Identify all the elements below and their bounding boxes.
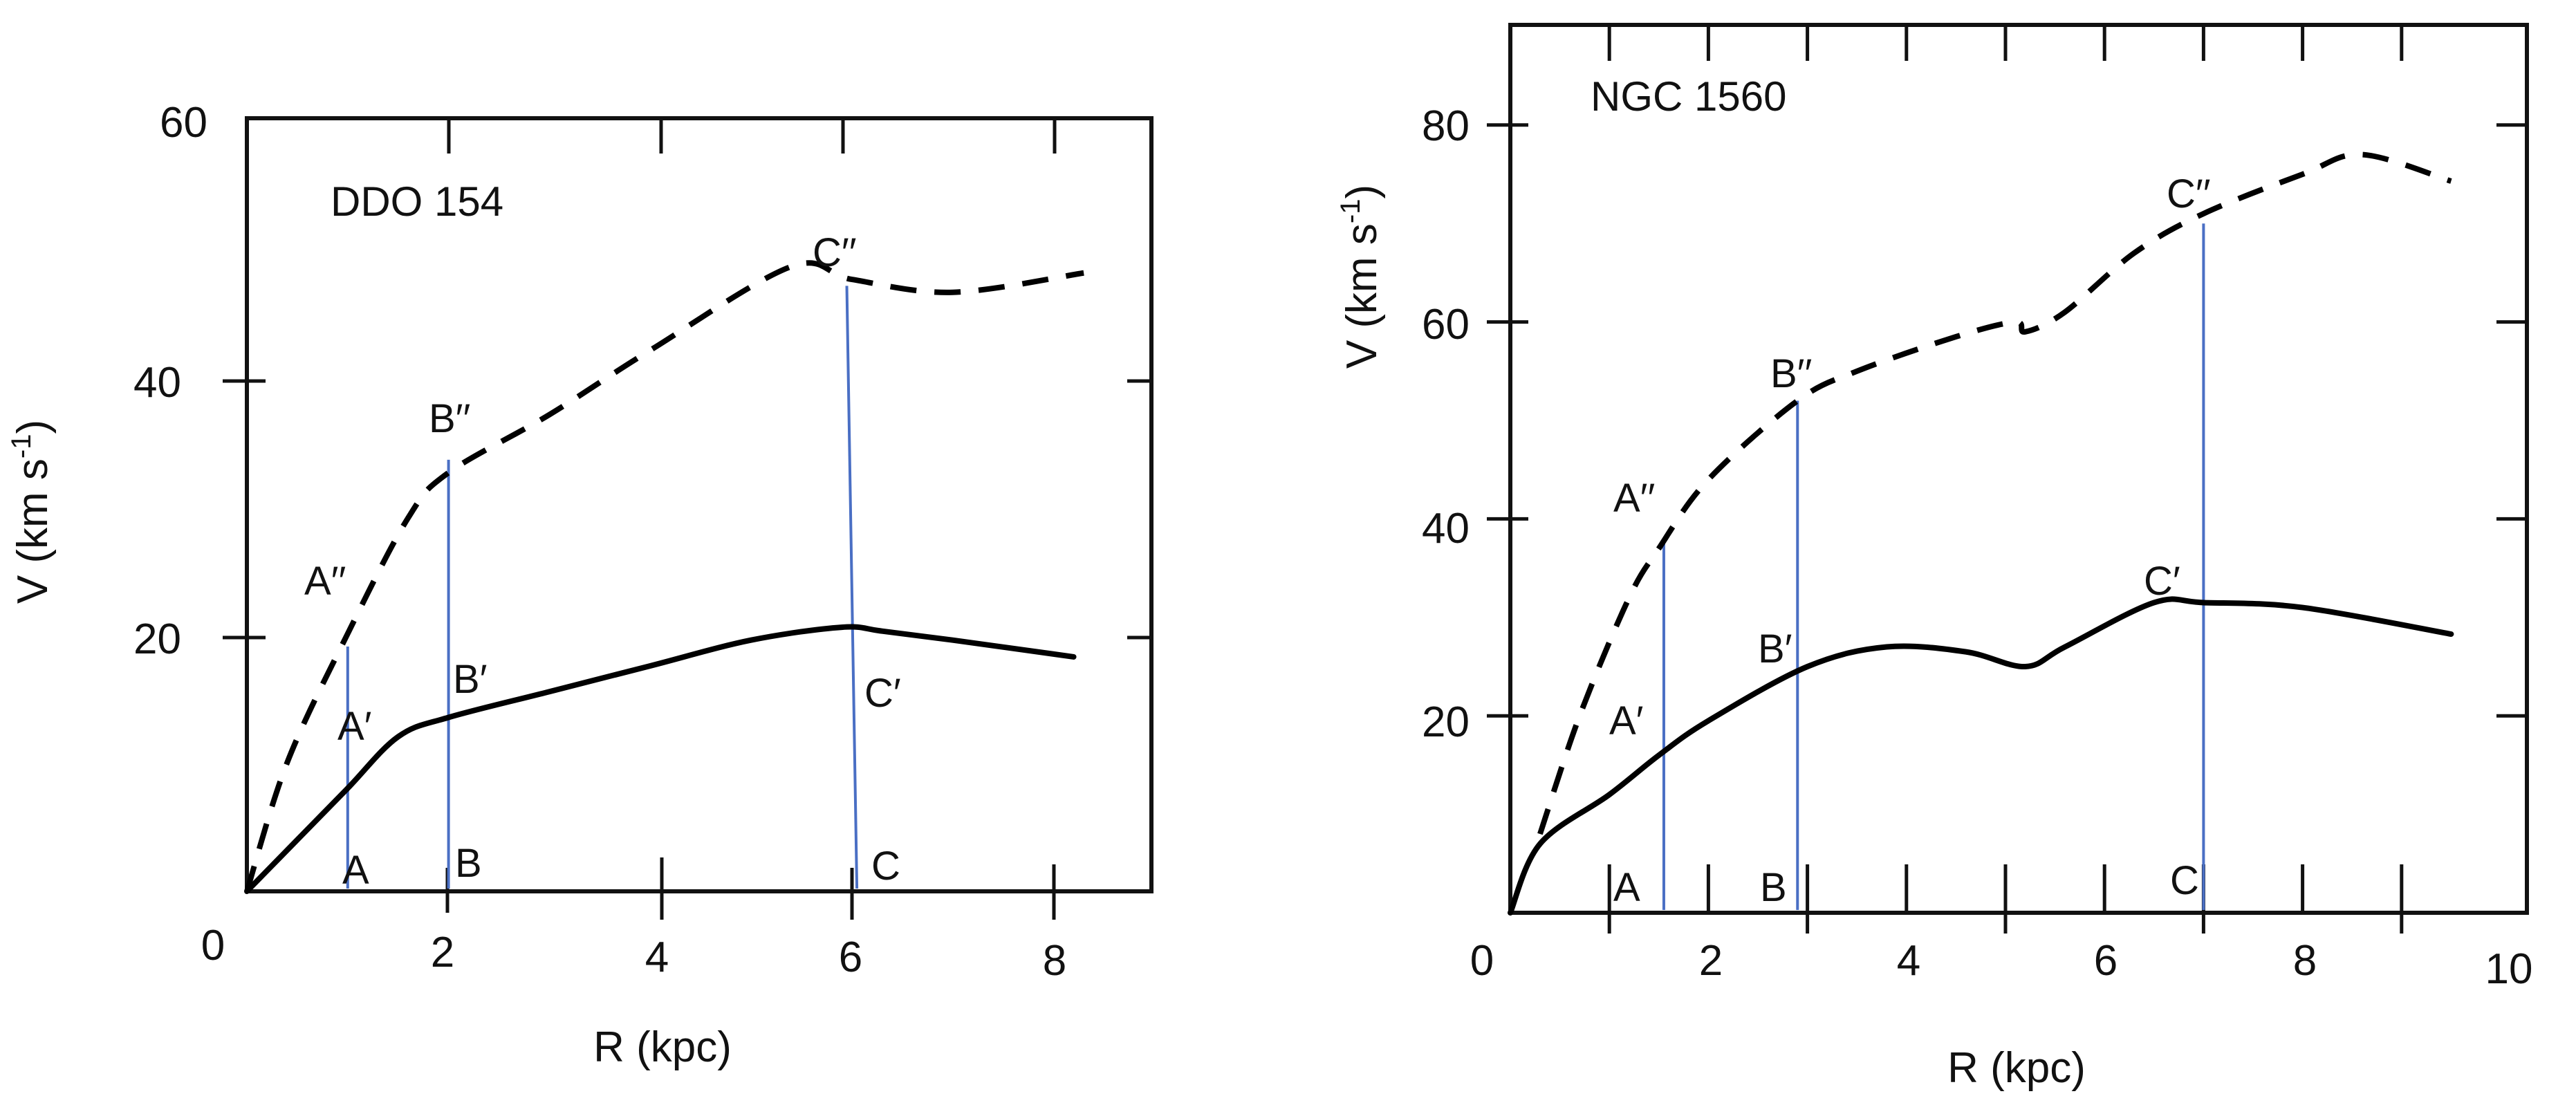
y-tick-label-20: 20: [133, 615, 181, 663]
marker-line-C: [845, 286, 859, 889]
label-C: C: [871, 844, 900, 889]
x-tick-label-4: 4: [1897, 937, 1920, 985]
x-tick-label-4: 4: [645, 934, 669, 981]
label-B-double-prime: B′′: [1770, 351, 1812, 396]
y-axis-title: V (km s-1): [6, 420, 57, 604]
origin-label: 0: [201, 922, 225, 969]
x-tick-label-6: 6: [839, 934, 862, 981]
axis-ticks: [1487, 25, 2527, 934]
label-A: A: [342, 848, 369, 893]
label-A-prime: A′: [1609, 698, 1644, 743]
plot-frame: [245, 116, 1153, 893]
label-B: B: [1760, 865, 1787, 910]
label-B-double-prime: B′′: [429, 396, 470, 441]
solid-curve: [1508, 596, 2454, 916]
y-tick-label-60: 60: [1422, 301, 1470, 349]
marker-lines: [346, 286, 859, 889]
panel-ngc1560: 80 60 40 20 0 2 4 6 8 10 R (kpc) V (km s…: [1335, 23, 2533, 1092]
label-B: B: [455, 841, 482, 886]
label-A-double-prime: A′′: [304, 559, 346, 604]
label-B-prime: B′: [1758, 626, 1792, 671]
label-A-prime: A′: [337, 704, 372, 749]
dashed-curve: [1537, 151, 2452, 835]
y-tick-label-40: 40: [1422, 505, 1470, 552]
y-tick-label-20: 20: [1422, 698, 1470, 746]
x-tick-label-8: 8: [2293, 937, 2317, 985]
label-C-prime: C′: [2144, 559, 2180, 604]
label-B-prime: B′: [453, 657, 488, 702]
label-A-double-prime: A′′: [1613, 476, 1655, 521]
x-tick-label-6: 6: [2094, 937, 2118, 985]
origin-label: 0: [1470, 937, 1494, 985]
panel-ddo154: 60 40 20 0 2 4 6 8 R (kpc) V (km s-1) DD…: [6, 99, 1153, 1071]
x-tick-label-10: 10: [2485, 945, 2533, 993]
x-tick-label-8: 8: [1043, 937, 1066, 985]
x-tick-label-2: 2: [431, 929, 454, 976]
marker-lines: [1662, 223, 2205, 910]
label-C: C: [2170, 858, 2199, 903]
label-C-double-prime: C′′: [2167, 171, 2211, 216]
solid-curve: [244, 624, 1077, 894]
plot-frame: [1508, 23, 2529, 915]
x-tick-label-2: 2: [1699, 937, 1723, 985]
label-A: A: [1613, 865, 1640, 910]
label-C-prime: C′: [864, 671, 901, 716]
y-tick-label-40: 40: [133, 359, 181, 407]
y-axis-title: V (km s-1): [1335, 185, 1386, 369]
x-axis-title: R (kpc): [1947, 1044, 2086, 1092]
y-tick-label-60: 60: [160, 99, 207, 147]
panel-title: NGC 1560: [1591, 73, 1786, 120]
x-axis-title: R (kpc): [593, 1023, 732, 1071]
panel-title: DDO 154: [331, 178, 503, 225]
label-C-double-prime: C′′: [813, 230, 857, 275]
y-tick-label-80: 80: [1422, 102, 1470, 150]
dashed-curve: [244, 260, 1084, 893]
